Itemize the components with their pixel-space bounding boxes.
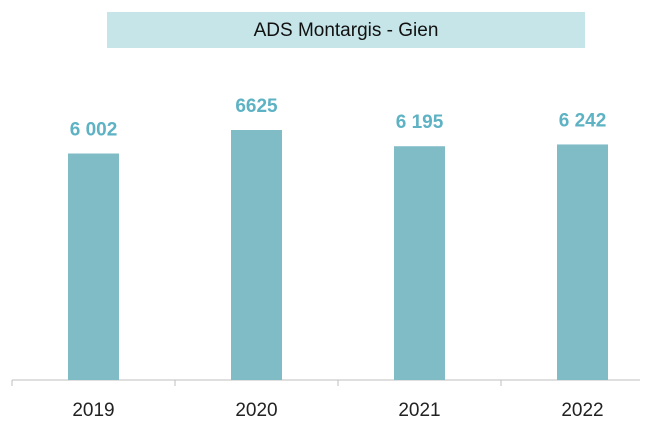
x-tick-label: 2020 bbox=[235, 400, 277, 421]
bar bbox=[231, 130, 282, 380]
value-label: 6 002 bbox=[70, 120, 118, 141]
value-label: 6 242 bbox=[559, 110, 607, 131]
x-tick-label: 2022 bbox=[561, 400, 603, 421]
title-box bbox=[107, 12, 585, 48]
value-label: 6625 bbox=[235, 96, 278, 117]
bar bbox=[68, 153, 119, 380]
bar bbox=[557, 144, 608, 380]
value-label: 6 195 bbox=[396, 112, 444, 133]
chart-title: ADS Montargis - Gien bbox=[254, 20, 439, 41]
bar bbox=[394, 146, 445, 380]
x-tick-label: 2021 bbox=[398, 400, 440, 421]
x-tick-label: 2019 bbox=[72, 400, 114, 421]
